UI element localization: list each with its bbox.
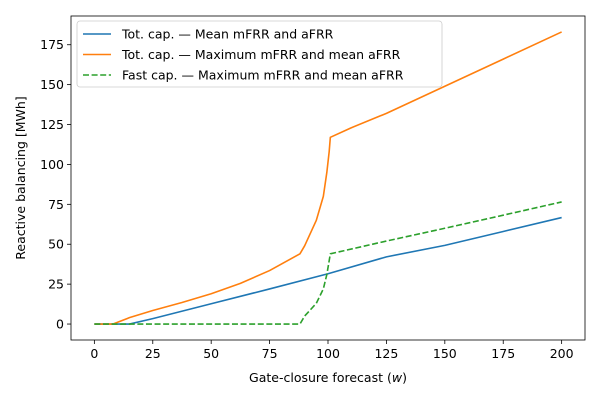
y-tick-label: 100 — [40, 157, 64, 172]
x-axis-ticks: 0 25 50 75 100 125 150 175 200 — [90, 340, 574, 361]
x-tick-label: 150 — [433, 346, 457, 361]
series-line-2 — [94, 31, 562, 325]
x-axis-label-prefix: Gate-closure forecast ( — [249, 370, 392, 385]
x-axis-label: Gate-closure forecast (w) — [249, 370, 407, 385]
x-tick-label: 0 — [90, 346, 98, 361]
x-axis-label-suffix: ) — [402, 370, 407, 385]
legend: Tot. cap. — Mean mFRR and aFRR Tot. cap. … — [76, 20, 443, 88]
x-axis-label-variable: w — [392, 370, 403, 385]
legend-label-2: Tot. cap. — Maximum mFRR and mean aFRR — [121, 47, 401, 62]
series-line-1 — [94, 216, 562, 325]
x-tick-label: 100 — [316, 346, 340, 361]
x-tick-label: 75 — [262, 346, 278, 361]
y-tick-label: 175 — [40, 37, 64, 52]
x-tick-label: 25 — [145, 346, 161, 361]
x-tick-label: 200 — [550, 346, 574, 361]
x-tick-label: 175 — [491, 346, 515, 361]
y-tick-label: 125 — [40, 117, 64, 132]
y-tick-label: 75 — [48, 197, 64, 212]
x-tick-label: 125 — [374, 346, 398, 361]
y-tick-label: 50 — [48, 237, 64, 252]
y-tick-label: 0 — [56, 317, 64, 332]
plot-lines — [94, 31, 562, 325]
y-tick-label: 150 — [40, 77, 64, 92]
y-tick-label: 25 — [48, 277, 64, 292]
x-tick-label: 50 — [203, 346, 219, 361]
y-axis-label: Reactive balancing [MWh] — [13, 96, 28, 259]
y-axis-ticks: 0 25 50 75 100 125 150 175 — [40, 37, 71, 332]
legend-label-3: Fast cap. — Maximum mFRR and mean aFRR — [122, 68, 404, 83]
series-line-3 — [94, 201, 562, 325]
legend-label-1: Tot. cap. — Mean mFRR and aFRR — [121, 27, 334, 42]
legend-box — [76, 20, 443, 88]
